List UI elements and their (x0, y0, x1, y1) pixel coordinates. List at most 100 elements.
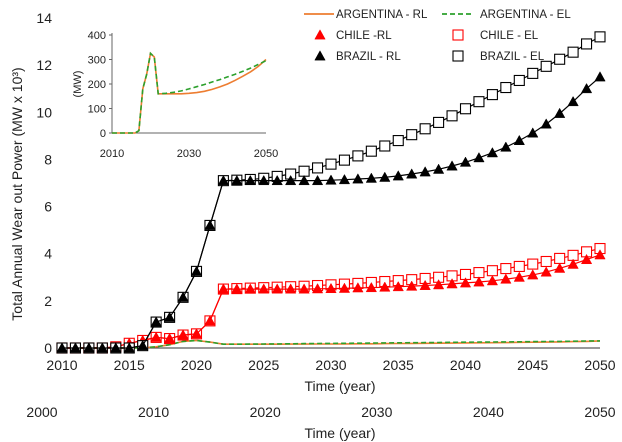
series-chile-rl (56, 249, 606, 353)
data-point-chile-rl (527, 269, 539, 280)
data-point-brazil-el (392, 135, 404, 147)
data-point-brazil-rl (500, 141, 512, 152)
data-point-brazil-rl (392, 170, 404, 181)
data-point-brazil-rl (419, 166, 431, 177)
inset-x-tick-label: 2030 (177, 148, 201, 160)
data-point-brazil-rl (325, 174, 337, 185)
inset-y-tick-label: 300 (88, 55, 106, 67)
data-point-chile-rl (459, 277, 472, 288)
data-point-brazil-el (594, 31, 606, 43)
y-tick-label: 6 (44, 199, 52, 215)
data-point-chile-rl (244, 283, 256, 294)
legend-item-argentina-rl: ARGENTINA - RL (304, 9, 428, 21)
inset-background (61, 21, 281, 161)
data-point-brazil-rl (540, 118, 552, 129)
data-point-brazil-el (298, 165, 310, 177)
data-point-chile-rl (446, 278, 458, 289)
data-point-brazil-rl (83, 342, 95, 353)
legend: ARGENTINA - RL ARGENTINA - EL CHILE -RL CHI… (304, 9, 571, 63)
legend-label: ARGENTINA - RL (336, 9, 428, 21)
data-point-chile-rl (285, 283, 297, 294)
legend-item-brazil-el: BRAZIL - EL (452, 50, 545, 63)
data-point-chile-rl (190, 328, 203, 339)
data-point-chile-rl (204, 315, 216, 326)
data-point-brazil-rl (96, 342, 108, 353)
data-point-chile-rl (486, 275, 499, 286)
x-tick-label: 2045 (517, 357, 548, 373)
data-point-chile-rl (231, 283, 243, 294)
data-point-chile-rl (392, 280, 404, 292)
data-point-brazil-el (338, 154, 351, 166)
x-tick-label: 2030 (315, 357, 346, 373)
data-point-brazil-el (419, 123, 431, 135)
inset-y-axis-title: (MW) (72, 71, 84, 98)
data-point-brazil-el (500, 81, 512, 94)
y-tick-label: 12 (36, 57, 52, 73)
data-point-brazil-rl (446, 160, 458, 171)
data-point-brazil-el (527, 67, 539, 79)
data-point-chile-rl (258, 283, 270, 294)
data-point-brazil-rl (473, 152, 485, 163)
data-point-brazil-rl (365, 172, 377, 183)
data-point-chile-rl (406, 280, 418, 291)
data-point-brazil-rl (110, 342, 122, 353)
data-point-chile-rl (513, 271, 525, 282)
data-point-brazil-rl (298, 174, 310, 186)
data-point-brazil-rl (379, 171, 391, 182)
inset-y-tick-label: 0 (100, 128, 106, 140)
data-point-chile-el (540, 255, 552, 268)
legend-label: CHILE -RL (336, 30, 392, 42)
data-point-chile-rl (365, 281, 377, 293)
data-point-chile-el (527, 258, 539, 270)
data-point-chile-rl (379, 281, 391, 292)
legend-marker (452, 50, 464, 62)
data-point-chile-el (500, 263, 512, 275)
data-point-brazil-rl (513, 134, 525, 145)
data-point-brazil-el (379, 140, 391, 152)
inset-x-tick-label: 2010 (100, 148, 124, 160)
legend-item-chile-rl: CHILE -RL (314, 29, 392, 42)
data-point-brazil-rl (217, 174, 230, 186)
data-point-brazil-rl (352, 173, 364, 184)
data-point-brazil-rl (163, 311, 176, 322)
legend-label: CHILE - EL (480, 30, 539, 42)
x-tick-label: 2020 (181, 357, 212, 373)
data-point-brazil-rl (56, 342, 68, 353)
data-point-brazil-el (311, 162, 324, 174)
main-tick-labels: 0 2 4 6 8 10 12 14 2010 2015 2020 2025 2030 2035 2040 2… (36, 10, 615, 373)
secondary-x-tick-label: 2010 (138, 404, 169, 420)
data-point-brazil-el (554, 53, 566, 65)
data-point-brazil-rl (123, 342, 135, 353)
data-point-brazil-el (433, 116, 445, 128)
data-point-brazil-rl (432, 163, 445, 174)
data-point-brazil-rl (406, 168, 418, 179)
y-tick-label: 8 (44, 151, 52, 167)
data-point-chile-rl (311, 283, 324, 294)
data-point-chile-rl (540, 266, 552, 277)
data-point-brazil-rl (258, 174, 270, 186)
legend-marker (314, 50, 326, 61)
data-point-chile-rl (473, 276, 485, 287)
data-point-chile-rl (338, 282, 351, 293)
legend-item-brazil-rl: BRAZIL - RL (314, 50, 401, 63)
data-point-chile-rl (217, 283, 230, 294)
x-tick-label: 2040 (450, 357, 481, 373)
y-tick-label: 14 (36, 10, 52, 26)
data-point-brazil-rl (150, 316, 162, 327)
legend-item-chile-el: CHILE - EL (452, 29, 539, 42)
data-point-brazil-rl (69, 342, 82, 353)
y-tick-label: 4 (44, 246, 52, 262)
data-point-chile-rl (325, 282, 337, 294)
data-point-brazil-rl (177, 291, 189, 302)
data-point-brazil-el (473, 96, 485, 108)
data-point-chile-rl (567, 258, 579, 269)
data-point-chile-el (554, 252, 566, 264)
legend-label: ARGENTINA - EL (480, 9, 571, 21)
y-tick-label: 0 (44, 340, 52, 356)
data-point-brazil-rl (527, 127, 539, 138)
inset-chart: 0 100 200 300 400 2010 2030 2050 (MW) (61, 21, 281, 161)
x-tick-label: 2015 (114, 357, 145, 373)
y-tick-label: 10 (36, 104, 52, 120)
data-point-chile-rl (298, 283, 310, 294)
data-point-brazil-el (567, 46, 579, 58)
